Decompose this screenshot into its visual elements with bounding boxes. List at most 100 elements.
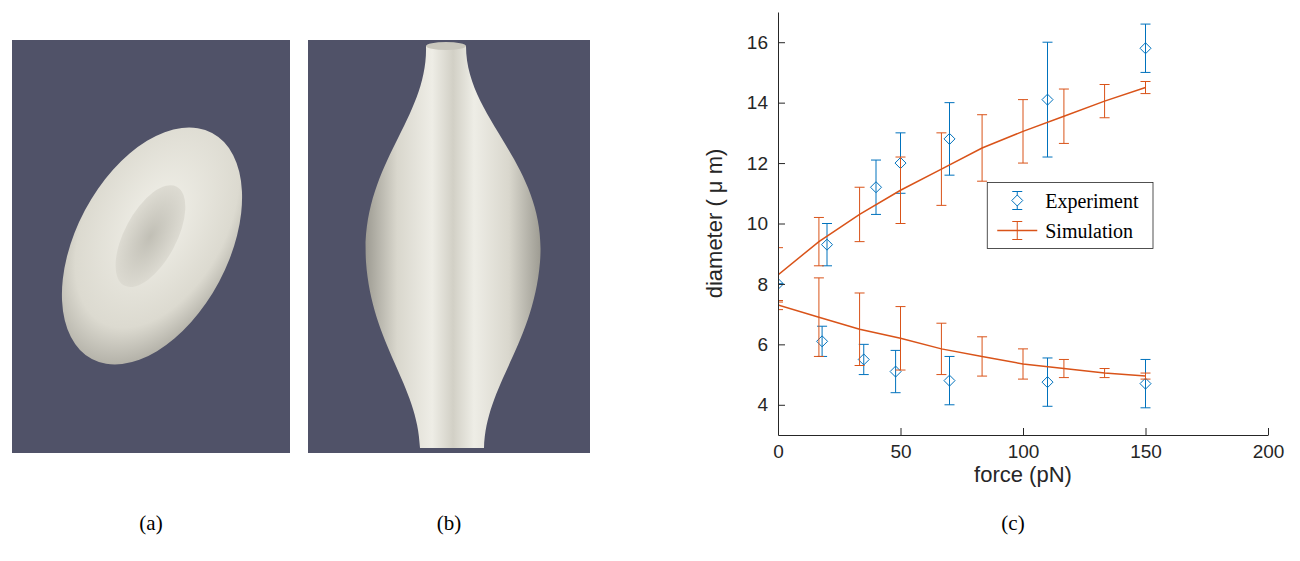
- x-tick-label: 0: [773, 441, 784, 462]
- error-bar: [855, 293, 865, 366]
- legend-label: Simulation: [1045, 220, 1133, 242]
- error-bar: [1018, 100, 1028, 163]
- error-bar: [936, 323, 946, 374]
- chart: 0 50 100 150 200 4 6 8 10 12 14 16 force (pN) diamete…: [702, 13, 1284, 488]
- error-bar: [1043, 358, 1053, 406]
- error-bar: [977, 115, 987, 181]
- x-tick-label: 150: [1130, 441, 1162, 462]
- data-point: [1140, 43, 1151, 54]
- series-0: [778, 24, 1151, 289]
- x-tick-label: 200: [1253, 441, 1285, 462]
- series-line: [778, 305, 1146, 376]
- legend-label: Experiment: [1045, 190, 1139, 213]
- panel-label: (c): [1001, 511, 1024, 535]
- data-point: [822, 239, 833, 250]
- x-tick-mark: [901, 428, 902, 435]
- figure-svg: (a) (b) (c) 0 50 100 150 200 4 6 8 10 12 14 16 force (p…: [0, 0, 1300, 561]
- legend-box: [987, 183, 1153, 249]
- error-bar: [1100, 369, 1110, 378]
- y-tick: 4: [757, 394, 785, 415]
- y-tick-label: 14: [747, 92, 769, 113]
- data-point: [817, 336, 828, 347]
- y-tick-label: 16: [747, 32, 768, 53]
- x-tick-label: 50: [890, 441, 911, 462]
- x-axis-title: force (pN): [974, 462, 1072, 487]
- error-bar: [1141, 373, 1151, 379]
- error-bar: [1018, 349, 1028, 379]
- error-bar: [896, 157, 906, 223]
- error-bar: [936, 133, 946, 206]
- cell-neck: [426, 42, 466, 50]
- y-tick-mark: [778, 344, 785, 345]
- legend: Experiment Simulation: [987, 183, 1153, 249]
- y-axis-title: diameter ( μ m): [702, 149, 727, 299]
- y-tick-label: 8: [757, 274, 768, 295]
- x-tick-mark: [1146, 428, 1147, 435]
- data-point: [1042, 377, 1053, 388]
- error-bar: [945, 356, 955, 404]
- error-bar: [822, 224, 832, 266]
- panel-a-background: [12, 40, 290, 453]
- panel-b-background: [308, 40, 590, 453]
- error-bar: [855, 187, 865, 241]
- panel-label: (b): [437, 511, 462, 535]
- legend-marker-sample: [1012, 195, 1023, 206]
- data-point: [944, 133, 955, 144]
- y-axis: 4 6 8 10 12 14 16: [747, 13, 785, 436]
- y-tick-mark: [778, 163, 785, 164]
- cell-discocyte: [25, 97, 279, 394]
- error-bar: [859, 344, 869, 374]
- x-tick-mark: [1268, 428, 1269, 435]
- y-tick-label: 4: [757, 394, 768, 415]
- x-tick: 50: [890, 428, 911, 462]
- series-2: [817, 326, 1151, 408]
- error-bar: [1059, 89, 1069, 143]
- data-point: [944, 375, 955, 386]
- y-tick: 12: [747, 153, 785, 174]
- y-tick: 8: [757, 274, 785, 295]
- y-tick: 6: [757, 334, 785, 355]
- legend-errorbar-sample: [1012, 192, 1022, 210]
- error-bar: [814, 278, 824, 357]
- y-tick: 16: [747, 32, 785, 53]
- error-bar: [891, 350, 901, 392]
- figure: (a) (b) (c) 0 50 100 150 200 4 6 8 10 12 14 16 force (p…: [0, 0, 1300, 561]
- y-tick-mark: [778, 103, 785, 104]
- error-bar: [977, 337, 987, 376]
- error-bar: [1141, 81, 1151, 93]
- x-tick-mark: [1023, 428, 1024, 435]
- data-point: [871, 182, 882, 193]
- x-tick: 100: [1008, 428, 1040, 462]
- legend-errorbar-sample: [1012, 222, 1022, 240]
- x-axis: 0 50 100 150 200: [773, 428, 1284, 462]
- data-point: [890, 366, 901, 377]
- data-point: [1140, 378, 1151, 389]
- y-tick-mark: [778, 405, 785, 406]
- y-tick-label: 10: [747, 213, 768, 234]
- error-bar: [1059, 359, 1069, 377]
- y-tick-mark: [778, 284, 785, 285]
- x-tick: 200: [1253, 428, 1285, 462]
- error-bar: [1141, 359, 1151, 407]
- cell-body: [25, 97, 279, 394]
- series-1: [778, 81, 1151, 302]
- error-bar: [814, 217, 824, 265]
- y-tick-label: 12: [747, 153, 768, 174]
- panel-label: (a): [139, 511, 162, 535]
- y-tick-mark: [778, 224, 785, 225]
- data-point: [1042, 94, 1053, 105]
- x-tick: 150: [1130, 428, 1162, 462]
- cell-dimple: [101, 174, 199, 297]
- error-bar: [1100, 85, 1110, 118]
- y-tick: 10: [747, 213, 785, 234]
- error-bar: [1043, 42, 1053, 157]
- cell-stretched: [366, 46, 541, 448]
- error-bar: [896, 307, 906, 370]
- error-bar: [1141, 24, 1151, 72]
- x-tick-label: 100: [1008, 441, 1040, 462]
- series-3: [778, 278, 1151, 379]
- y-tick: 14: [747, 92, 785, 113]
- y-tick-label: 6: [757, 334, 768, 355]
- y-tick-mark: [778, 42, 785, 43]
- x-axis-line: [779, 435, 1269, 436]
